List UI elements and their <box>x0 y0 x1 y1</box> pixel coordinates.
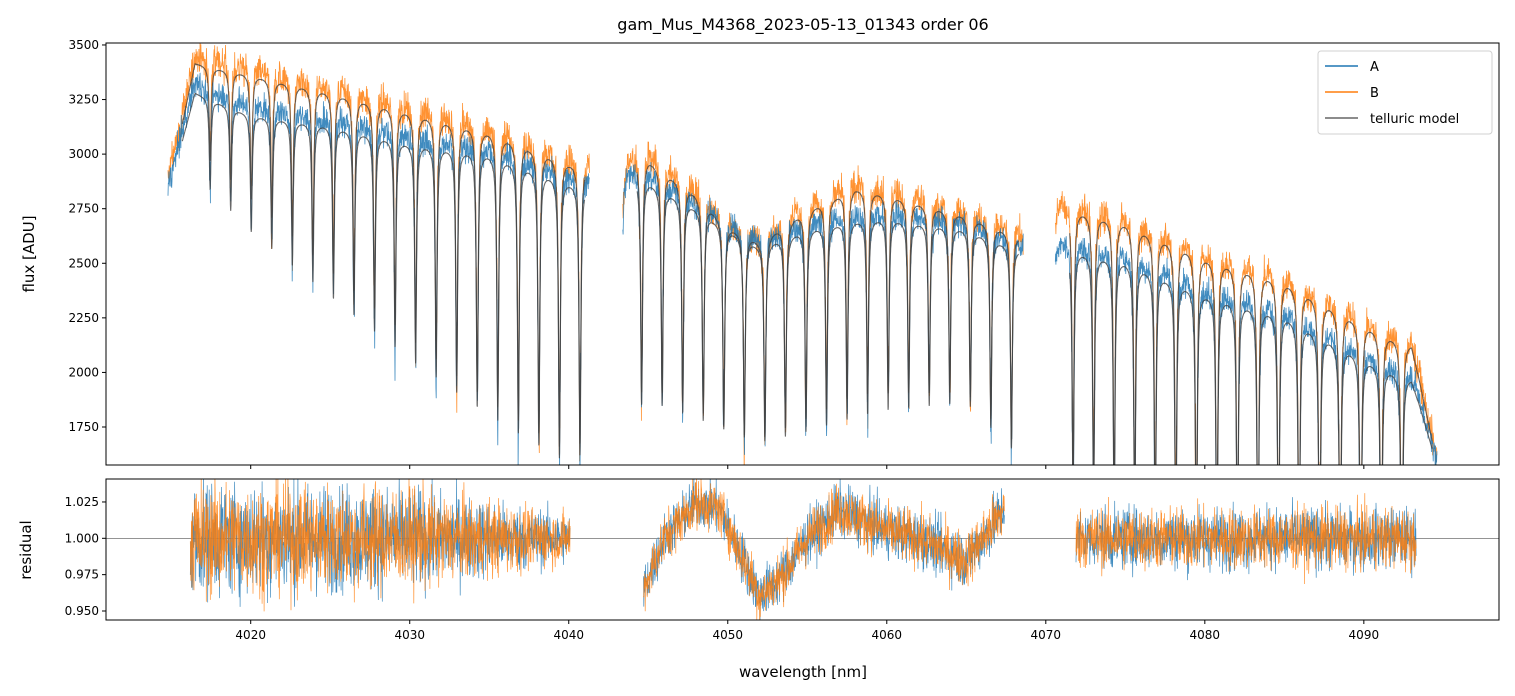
x-tick-label: 4030 <box>394 628 425 642</box>
residual-plot-area <box>106 479 1499 620</box>
y-tick-label: 3500 <box>68 38 99 52</box>
x-tick-label: 4060 <box>872 628 903 642</box>
x-tick-label: 4090 <box>1349 628 1380 642</box>
axes-frame-residual <box>105 478 1500 621</box>
y-tick-label: 0.950 <box>65 604 99 618</box>
series-b-segment-1 <box>622 141 1024 465</box>
x-tick-label: 4040 <box>553 628 584 642</box>
legend-label-b: B <box>1370 86 1379 101</box>
flux-plot-area <box>167 43 1438 465</box>
legend-box <box>1317 50 1493 135</box>
series-telluric-model-a-segment-2 <box>1069 256 1433 465</box>
x-tick-label: 4050 <box>712 628 743 642</box>
legend-label-a: A <box>1370 60 1379 75</box>
legend-label-telluric-model: telluric model <box>1370 112 1459 127</box>
axes: 1750 2000 2250 2500 2750 3000 3250 3500 0.950 0.9… <box>65 38 1500 642</box>
y-tick-label: 3000 <box>68 147 99 161</box>
x-axis-label: wavelength [nm] <box>739 663 867 681</box>
y-tick-label: 3250 <box>68 93 99 107</box>
x-tick-label: 4070 <box>1031 628 1062 642</box>
residual-series-b-segment-1 <box>643 479 1005 620</box>
series-telluric-model-b-segment-0 <box>181 62 586 447</box>
residual-series-b-segment-2 <box>1075 493 1417 585</box>
y-axis-label-flux: flux [ADU] <box>20 215 38 292</box>
y-tick-label: 2000 <box>68 365 99 379</box>
series-telluric-model-b-segment-2 <box>1069 216 1433 465</box>
series-a-segment-2 <box>1054 236 1438 465</box>
residual-series-a-segment-2 <box>1075 497 1417 581</box>
axes-frame-flux <box>105 42 1500 466</box>
series-telluric-model-b-segment-1 <box>636 165 1019 440</box>
y-tick-label: 0.975 <box>65 568 99 582</box>
y-tick-label: 1750 <box>68 420 99 434</box>
y-tick-label: 2750 <box>68 202 99 216</box>
residual-series-b-segment-0 <box>189 479 571 612</box>
legend: A B telluric model <box>1317 50 1493 135</box>
y-tick-label: 2250 <box>68 311 99 325</box>
series-b-segment-2 <box>1054 191 1438 465</box>
chart-title: gam_Mus_M4368_2023-05-13_01343 order 06 <box>617 15 988 35</box>
y-tick-label: 1.025 <box>65 495 99 509</box>
y-tick-label: 2500 <box>68 256 99 270</box>
x-tick-label: 4080 <box>1190 628 1221 642</box>
series-b-segment-0 <box>167 43 590 462</box>
y-axis-label-residual: residual <box>17 520 35 579</box>
y-tick-label: 1.000 <box>65 531 99 545</box>
x-tick-label: 4020 <box>235 628 266 642</box>
